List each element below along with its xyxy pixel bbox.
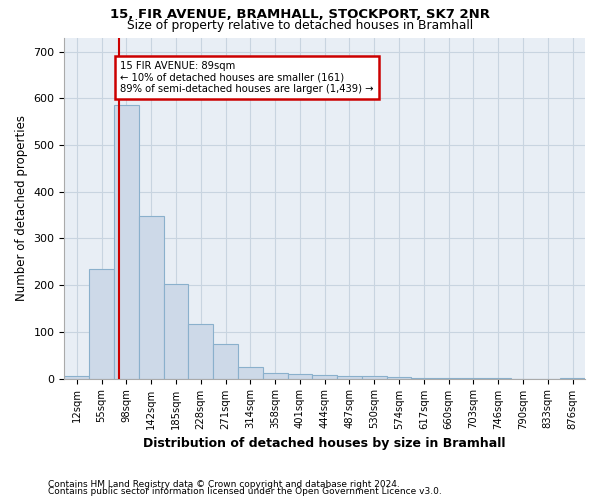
Bar [263,373,287,378]
Bar [287,374,313,378]
Bar [238,367,263,378]
Bar [213,344,238,378]
Text: 15, FIR AVENUE, BRAMHALL, STOCKPORT, SK7 2NR: 15, FIR AVENUE, BRAMHALL, STOCKPORT, SK7… [110,8,490,20]
Bar [114,105,139,378]
Bar [64,376,89,378]
Y-axis label: Number of detached properties: Number of detached properties [15,115,28,301]
Bar [139,216,164,378]
Bar [313,376,337,378]
Bar [362,376,386,378]
X-axis label: Distribution of detached houses by size in Bramhall: Distribution of detached houses by size … [143,437,506,450]
Text: Contains public sector information licensed under the Open Government Licence v3: Contains public sector information licen… [48,487,442,496]
Text: Size of property relative to detached houses in Bramhall: Size of property relative to detached ho… [127,18,473,32]
Bar [337,376,362,378]
Bar [386,376,412,378]
Text: Contains HM Land Registry data © Crown copyright and database right 2024.: Contains HM Land Registry data © Crown c… [48,480,400,489]
Bar [89,269,114,378]
Bar [164,284,188,378]
Text: 15 FIR AVENUE: 89sqm
← 10% of detached houses are smaller (161)
89% of semi-deta: 15 FIR AVENUE: 89sqm ← 10% of detached h… [120,61,374,94]
Bar [188,324,213,378]
